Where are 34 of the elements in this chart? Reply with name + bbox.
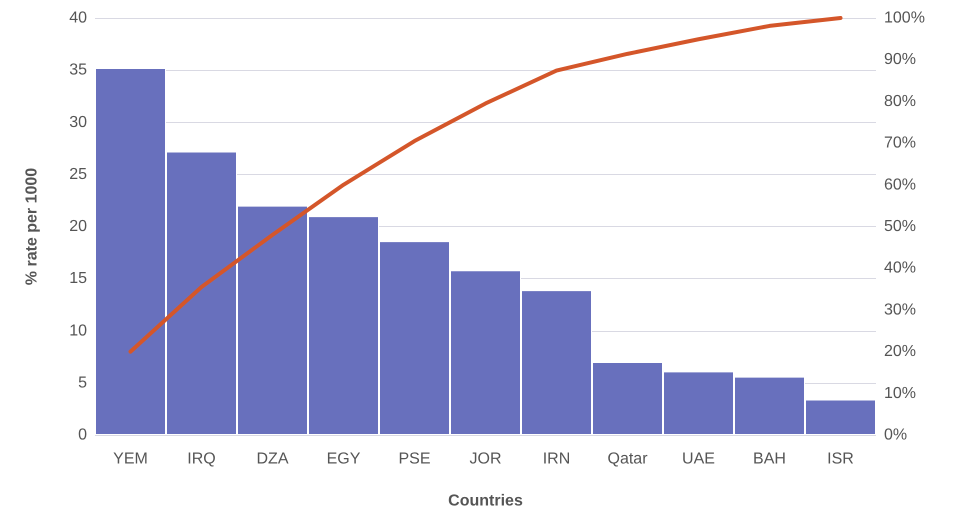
y2-tick-label: 40% xyxy=(884,260,916,277)
y-tick-label: 25 xyxy=(69,166,88,183)
y2-tick-label: 100% xyxy=(884,10,925,26)
y2-tick-label: 80% xyxy=(884,92,916,110)
y2-tick-label: 30% xyxy=(884,301,916,318)
y-tick-label: 20 xyxy=(69,218,88,235)
y2-tick-label: 0% xyxy=(884,426,908,444)
y-tick-label: 40 xyxy=(69,10,88,26)
y2-tick-label: 10% xyxy=(884,384,916,402)
y-tick-label: 35 xyxy=(69,62,88,79)
y-tick-label: 5 xyxy=(78,374,88,392)
x-tick-label: IRN xyxy=(542,450,570,468)
x-tick-label: PSE xyxy=(398,450,431,468)
x-tick-label: EGY xyxy=(326,450,361,468)
x-tick-label: BAH xyxy=(753,450,786,468)
y2-tick-label: 20% xyxy=(884,343,916,360)
x-tick-label: JOR xyxy=(470,450,502,468)
y-tick-label: 15 xyxy=(69,270,88,288)
x-tick-label: ISR xyxy=(827,450,854,468)
line-series xyxy=(128,16,842,354)
x-tick-label: UAE xyxy=(682,450,715,468)
y2-tick-label: 90% xyxy=(884,51,916,68)
x-tick-label: IRQ xyxy=(187,450,216,468)
y-axis-title: % rate per 1000 xyxy=(24,168,40,286)
x-tick-label: DZA xyxy=(256,450,289,468)
y-tick-label: 30 xyxy=(69,114,88,131)
y-tick-label: 10 xyxy=(69,322,88,340)
x-axis-title: Countries xyxy=(448,492,523,510)
y2-tick-label: 70% xyxy=(884,134,916,152)
x-tick-label: Qatar xyxy=(607,450,648,468)
y-tick-label: 0 xyxy=(78,426,88,444)
y2-tick-label: 50% xyxy=(884,218,916,235)
x-tick-label: YEM xyxy=(113,450,148,468)
y2-tick-label: 60% xyxy=(884,176,916,194)
